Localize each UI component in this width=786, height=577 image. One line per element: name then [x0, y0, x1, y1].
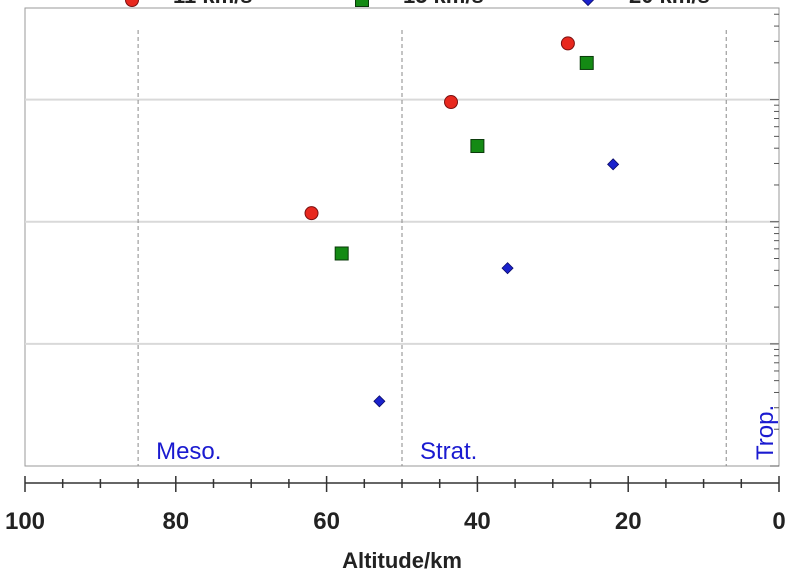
region-label-meso: Meso. [156, 438, 221, 465]
data-point-diamond [607, 158, 620, 171]
data-points [304, 36, 620, 408]
x-tick-label: 0 [772, 508, 785, 535]
region-label-trop: Trop. [752, 405, 779, 460]
legend-marker-diamond [581, 0, 595, 7]
data-point-circle [444, 95, 459, 110]
data-point-diamond [501, 262, 514, 275]
legend-marker-square [355, 0, 369, 7]
region-labels: Meso. Strat. Trop. [156, 405, 779, 465]
data-point-circle [560, 36, 575, 51]
legend: = 11 km/s = 15 km/s = 20 km/s [125, 0, 710, 8]
data-point-diamond [373, 395, 386, 408]
region-label-strat: Strat. [420, 438, 477, 465]
legend-label: = 11 km/s [154, 0, 252, 8]
x-tick-label: 100 [5, 508, 45, 535]
data-point-square [579, 55, 594, 70]
legend-label: = 20 km/s [610, 0, 710, 8]
data-point-square [334, 246, 349, 261]
region-boundaries [137, 30, 727, 466]
legend-marker-circle [125, 0, 139, 7]
right-axis-minor-ticks [770, 13, 779, 467]
x-axis: 100 80 60 40 20 0 [5, 476, 786, 535]
x-tick-label: 20 [615, 508, 642, 535]
legend-label: = 15 km/s [384, 0, 484, 8]
x-tick-label: 80 [162, 508, 189, 535]
data-point-circle [304, 206, 319, 221]
x-axis-title: Altitude/km [342, 548, 462, 573]
data-point-square [470, 139, 485, 154]
x-tick-label: 40 [464, 508, 491, 535]
x-tick-label: 60 [313, 508, 340, 535]
